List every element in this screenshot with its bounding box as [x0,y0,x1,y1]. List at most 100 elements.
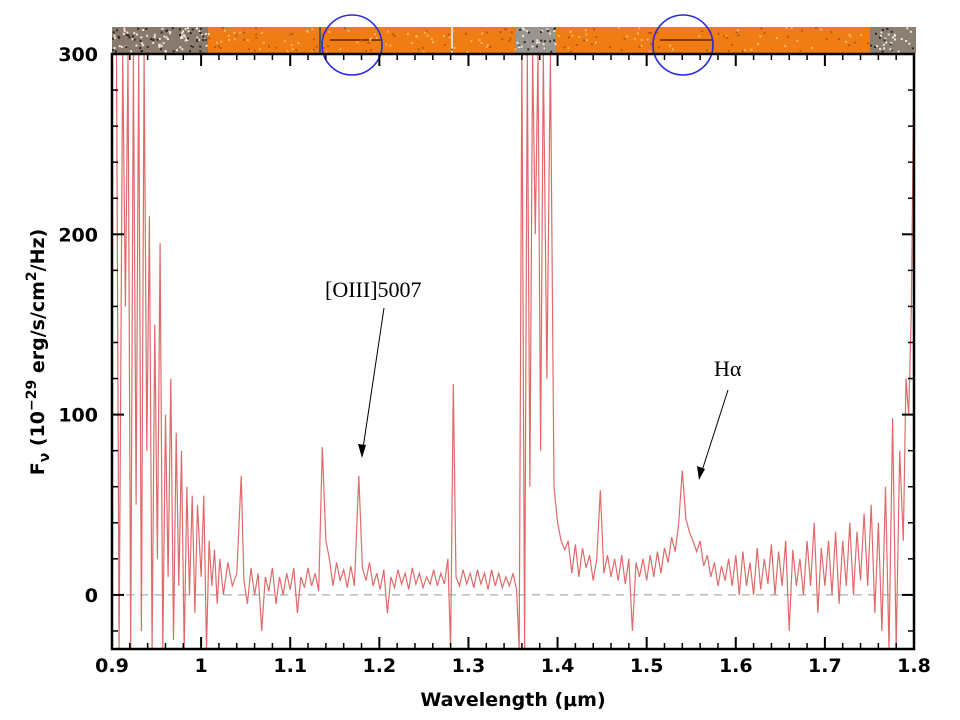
strip-pixel [158,37,161,40]
strip-pixel [142,29,145,31]
strip-pixel [131,35,134,38]
strip-pixel [911,47,914,50]
strip-pixel [890,30,893,33]
strip-pixel [442,35,445,37]
strip-pixel [640,44,643,47]
strip-pixel [139,47,142,49]
halpha-highlight-circle [652,14,714,76]
strip-pixel [320,43,323,46]
strip-pixel [890,41,893,44]
strip-pixel [874,46,876,48]
strip-pixel [450,48,453,51]
strip-pixel [162,42,165,45]
strip-pixel [875,45,878,48]
strip-pixel [883,39,886,42]
strip-pixel [153,35,156,38]
strip-pixel [328,30,331,33]
strip-pixel [116,29,119,32]
strip-pixel [486,44,489,47]
strip-pixel [750,48,753,51]
strip-pixel [233,31,236,34]
annotation-halpha-arrowhead [697,466,705,480]
strip-pixel [267,45,270,48]
strip-pixel [656,31,659,34]
strip-pixel [295,49,298,52]
strip-pixel [135,44,138,47]
strip-pixel [166,29,168,32]
strip-pixel [776,37,778,40]
strip-pixel [118,45,121,48]
strip-pixel [563,46,566,49]
strip-pixel [112,31,115,34]
strip-pixel [207,33,210,36]
y-tick-label: 0 [85,585,98,607]
strip-pixel [543,47,546,50]
strip-pixel [465,32,468,35]
strip-pixel [130,50,133,53]
strip-pixel [510,31,513,34]
strip-pixel [201,34,204,37]
x-tick-label: 1.1 [273,655,307,677]
strip-pixel [426,34,429,37]
strip-pixel [819,28,822,31]
strip-pixel [759,35,762,38]
axis-ticks [111,53,915,649]
strip-pixel [182,30,184,33]
strip-pixel [557,34,560,37]
strip-pixel [255,33,258,36]
strip-pixel [275,46,278,49]
strip-pixel [848,44,851,47]
strip-pixel [254,27,257,30]
strip-pixel [578,36,581,38]
strip-pixel [726,36,729,39]
strip-pixel [906,27,909,30]
strip-pixel [522,34,524,37]
strip-pixel [220,40,223,43]
strip-pixel [470,40,473,43]
strip-pixel [519,28,522,31]
strip-pixel [315,45,318,48]
x-tick-label: 1.3 [452,655,486,677]
strip-pixel [360,39,363,42]
strip-pixel [204,32,207,35]
strip-pixel [796,39,799,42]
strip-pixel [164,50,167,53]
strip-pixel [535,45,538,48]
strip-pixel [339,48,342,51]
strip-pixel [370,37,372,40]
y-tick-label: 100 [58,405,98,427]
strip-pixel [595,41,597,44]
strip-pixel [595,36,598,39]
strip-pixel [453,46,456,49]
strip-pixel [139,39,142,42]
x-tick-label: 1.8 [897,655,931,677]
y-tick-label: 200 [58,224,98,246]
strip-pixel [701,30,704,33]
strip-pixel [373,33,376,36]
axis-tick-labels: 0.9 1 1.1 1.2 1.3 1.4 1.5 1.6 1.7 1.8 0 100 200 300 [58,44,931,677]
strip-pixel [168,30,171,33]
strip-pixel [480,41,483,44]
strip-pixel [489,46,492,48]
strip-pixel [784,45,787,48]
strip-pixel [146,45,149,48]
strip-pixel [140,36,143,39]
strip-pixel [133,38,136,41]
strip-pixel [369,38,372,41]
strip-pixel [567,47,570,50]
strip-pixel [183,35,186,38]
strip-pixel [131,38,134,41]
annotation-oiii-label: [OIII]5007 [325,277,422,302]
strip-pixel [650,31,652,34]
strip-pixel [608,46,611,49]
strip-pixel [312,49,315,52]
strip-pixel [133,32,136,35]
strip-pixel [127,34,130,37]
strip-pixel [125,34,128,37]
strip-pixel [158,45,161,48]
strip-pixel [837,38,840,40]
strip-pixel [879,48,882,51]
strip-pixel [553,29,556,32]
strip-pixel [387,30,390,33]
